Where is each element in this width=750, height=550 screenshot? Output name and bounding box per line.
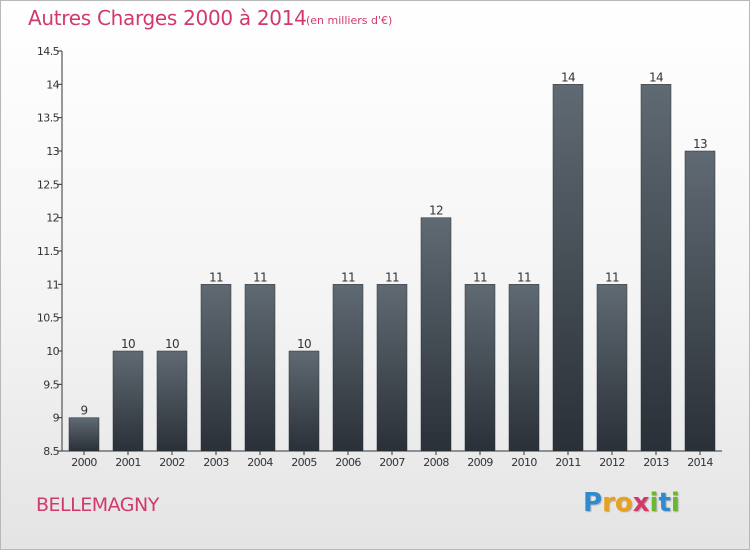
bar <box>640 84 672 452</box>
y-tick-label: 9 <box>53 412 60 425</box>
bar <box>68 417 100 452</box>
x-tick-label: 2005 <box>291 456 317 469</box>
y-tick-label: 8.5 <box>43 445 59 458</box>
bar-value-label: 10 <box>165 337 179 351</box>
bar <box>420 217 452 452</box>
brand-letter: i <box>649 488 659 518</box>
brand-logo: Proxiti <box>583 488 680 518</box>
location-label: BELLEMAGNY <box>36 494 159 516</box>
bar-value-label: 11 <box>517 270 531 284</box>
x-tick-label: 2010 <box>511 456 537 469</box>
bar-value-label: 10 <box>297 337 311 351</box>
brand-letter: P <box>583 488 603 518</box>
bar-value-label: 11 <box>385 270 399 284</box>
x-tick-label: 2003 <box>203 456 229 469</box>
y-tick-label: 13 <box>46 145 59 158</box>
chart-subtitle: (en milliers d'€) <box>306 14 393 27</box>
bar <box>244 284 276 452</box>
x-tick-label: 2008 <box>423 456 449 469</box>
y-tick-label: 10 <box>46 345 59 358</box>
y-tick-label: 11 <box>46 278 59 291</box>
brand-letter: r <box>602 488 615 518</box>
bar <box>200 284 232 452</box>
chart-title: Autres Charges 2000 à 2014 <box>28 6 307 30</box>
x-tick-label: 2013 <box>643 456 669 469</box>
brand-letter: o <box>614 488 633 518</box>
x-tick-label: 2001 <box>115 456 141 469</box>
bar <box>508 284 540 452</box>
bar <box>552 84 584 452</box>
y-tick-label: 14.5 <box>37 45 60 58</box>
bar-value-label: 11 <box>253 270 267 284</box>
x-tick-label: 2009 <box>467 456 493 469</box>
y-tick-label: 12.5 <box>37 178 60 191</box>
bar <box>332 284 364 452</box>
bar <box>376 284 408 452</box>
x-tick-label: 2004 <box>247 456 273 469</box>
x-tick-label: 2000 <box>71 456 97 469</box>
x-tick-label: 2014 <box>687 456 713 469</box>
bar-value-label: 11 <box>209 270 223 284</box>
bar-value-label: 11 <box>473 270 487 284</box>
brand-letter: i <box>670 488 680 518</box>
bar <box>684 150 716 452</box>
brand-letter: x <box>632 488 650 518</box>
brand-letter: t <box>658 488 671 518</box>
bar <box>596 284 628 452</box>
x-tick-label: 2006 <box>335 456 361 469</box>
bar-value-label: 14 <box>649 70 663 84</box>
bar <box>464 284 496 452</box>
bar-value-label: 12 <box>429 204 443 218</box>
bar-value-label: 10 <box>121 337 135 351</box>
x-tick-label: 2007 <box>379 456 405 469</box>
y-tick-label: 11.5 <box>37 245 60 258</box>
bar-value-label: 14 <box>561 70 575 84</box>
y-tick-label: 14 <box>46 78 59 91</box>
bar-value-label: 9 <box>80 404 87 418</box>
bar <box>288 350 320 452</box>
x-tick-label: 2011 <box>555 456 581 469</box>
y-tick-label: 9.5 <box>43 378 59 391</box>
x-tick-label: 2012 <box>599 456 625 469</box>
bar <box>112 350 144 452</box>
bar <box>156 350 188 452</box>
x-tick-label: 2002 <box>159 456 185 469</box>
y-tick-label: 10.5 <box>37 312 60 325</box>
bar-value-label: 11 <box>341 270 355 284</box>
bar-value-label: 13 <box>693 137 707 151</box>
bar-value-label: 11 <box>605 270 619 284</box>
y-tick-label: 12 <box>46 212 59 225</box>
y-tick-label: 13.5 <box>37 112 60 125</box>
